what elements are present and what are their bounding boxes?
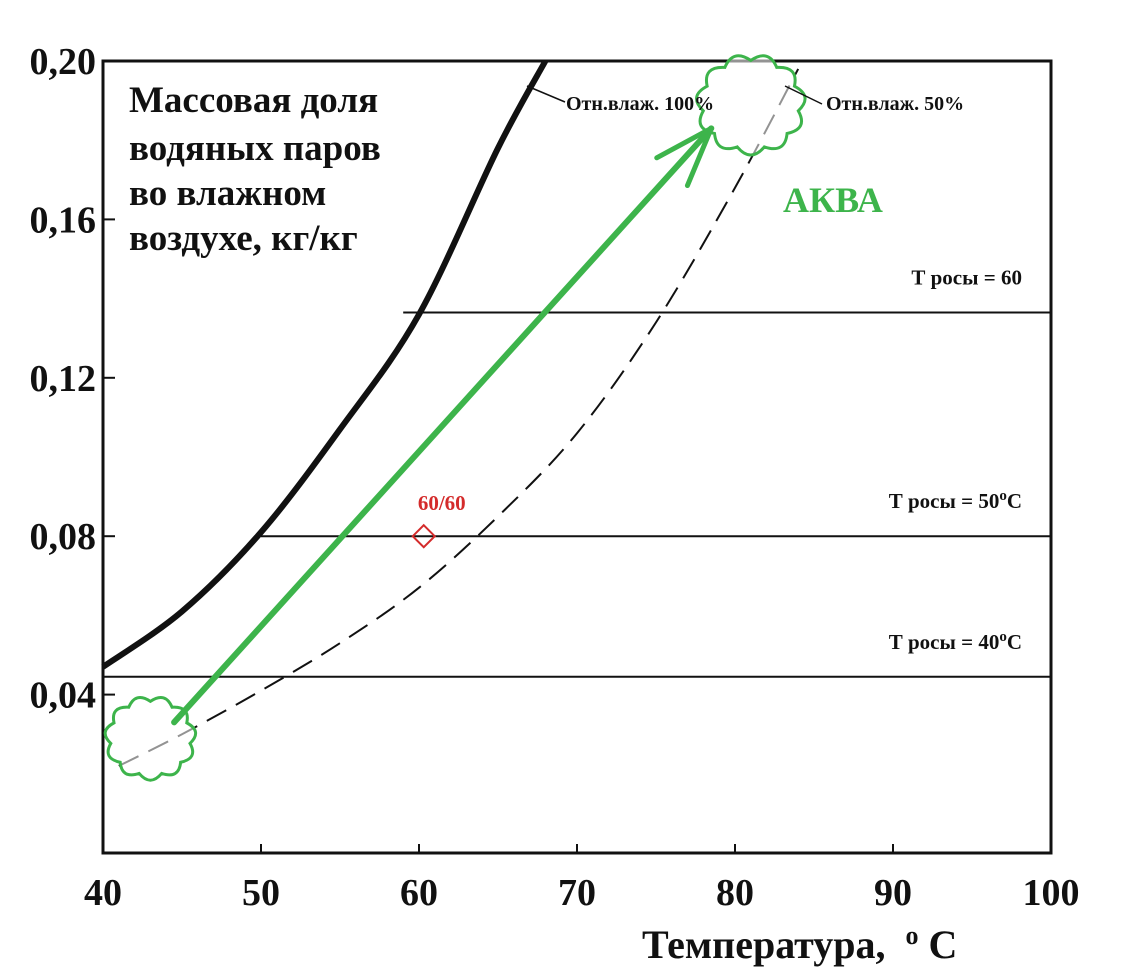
series-label-leader [784,85,823,105]
cloud-end-icon [695,54,807,157]
arrow-head [684,125,714,189]
series-label-100: Отн.влаж. 100% [566,93,714,115]
y-tick-label: 0,12 [30,358,97,400]
dew-point-label: Т росы = 50oC [889,488,1022,513]
arrow-head [654,125,714,161]
x-tick-label: 70 [558,872,596,914]
y-tick-label: 0,20 [30,41,97,83]
point-marker [411,523,437,549]
humidity-50-curve [118,68,800,767]
dew-point-label: Т росы = 40oC [889,629,1022,654]
y-tick-label: 0,16 [30,199,97,241]
x-axis-label: Температура, o C [642,908,957,967]
x-tick-label: 50 [242,872,280,914]
y-tick-label: 0,08 [30,516,97,558]
title-line-1: Массовая доля [129,80,378,121]
title-line-2: водяных паров [129,128,381,169]
x-axis-label-text: Температура, [642,922,886,967]
series-label-leader [526,85,566,103]
cloud-start-icon [103,695,198,782]
y-tick-label: 0,04 [30,675,97,717]
title-line-4: воздухе, кг/кг [129,218,358,259]
arrow-shaft [171,125,715,726]
x-axis-label-unit: C [929,922,958,967]
chart-title: Массовая доля водяных паров во влажном в… [129,80,390,259]
arrow-label: АКВА [783,180,883,220]
series-label-50: Отн.влаж. 50% [826,93,964,115]
x-tick-label: 40 [84,872,122,914]
x-axis-label-sup: o [906,921,919,950]
title-line-3: во влажном [129,173,326,214]
saturation-curve [101,59,549,670]
x-tick-label: 60 [400,872,438,914]
dew-point-label: Т росы = 60 [911,265,1022,289]
x-tick-label: 100 [1023,872,1080,914]
point-label: 60/60 [418,491,466,515]
x-tick-label: 90 [874,872,912,914]
x-tick-label: 80 [716,872,754,914]
